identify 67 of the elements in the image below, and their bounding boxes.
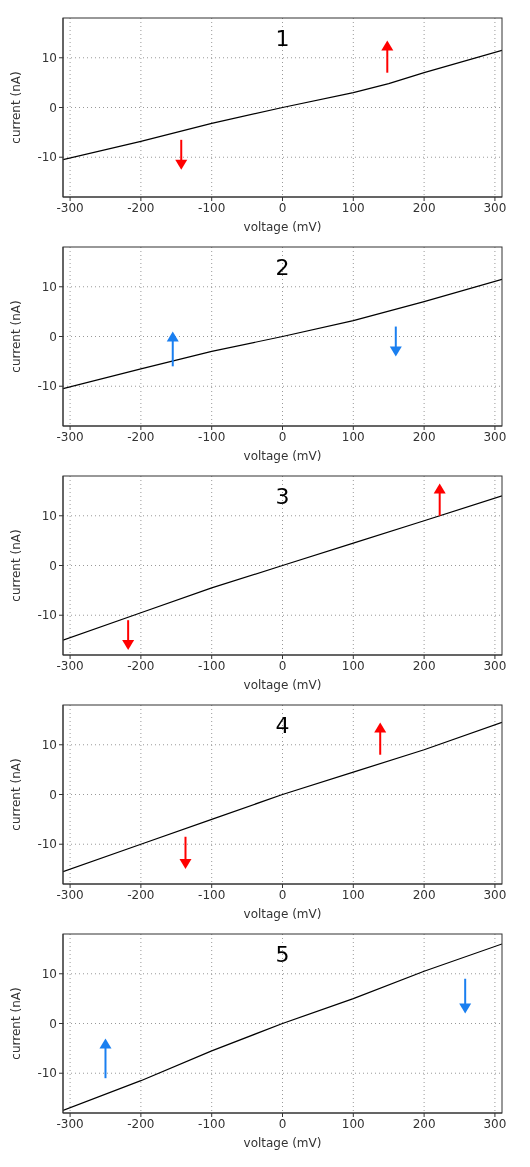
x-tick-label: 100 xyxy=(341,200,365,215)
x-tick-label: -100 xyxy=(198,1116,226,1131)
x-tick-label: -100 xyxy=(198,658,226,673)
x-axis-title: voltage (mV) xyxy=(243,1136,322,1150)
chart-title: 5 xyxy=(275,942,290,967)
x-tick-label: 0 xyxy=(278,1116,287,1131)
x-tick-label: 200 xyxy=(412,658,436,673)
y-tick-label: 10 xyxy=(41,738,57,753)
x-tick-label: -300 xyxy=(56,200,84,215)
x-tick-label: 300 xyxy=(483,887,507,902)
x-tick-label: -200 xyxy=(127,200,155,215)
x-tick-label: -100 xyxy=(198,200,226,215)
x-tick-label: 100 xyxy=(341,1116,365,1131)
y-tick-label: 0 xyxy=(49,100,57,115)
x-axis-title: voltage (mV) xyxy=(243,678,322,692)
y-axis-title: current (nA) xyxy=(9,71,24,144)
x-tick-label: -100 xyxy=(198,887,226,902)
y-tick-label: 10 xyxy=(41,280,57,295)
y-tick-label: 0 xyxy=(49,1016,57,1031)
y-tick-label: 0 xyxy=(49,329,57,344)
x-tick-label: 300 xyxy=(483,658,507,673)
x-tick-label: 0 xyxy=(278,887,287,902)
y-tick-label: -10 xyxy=(37,379,57,394)
y-axis-title: current (nA) xyxy=(9,529,24,602)
x-tick-label: -300 xyxy=(56,1116,84,1131)
y-axis-title: current (nA) xyxy=(9,987,24,1060)
x-axis-title: voltage (mV) xyxy=(243,220,322,234)
y-tick-label: 0 xyxy=(49,787,57,802)
x-tick-label: -300 xyxy=(56,887,84,902)
y-tick-label: -10 xyxy=(37,608,57,623)
x-tick-label: 300 xyxy=(483,200,507,215)
line-series xyxy=(63,278,502,390)
y-tick-label: -10 xyxy=(37,1066,57,1081)
chart-title: 2 xyxy=(275,255,290,280)
x-tick-label: 100 xyxy=(341,429,365,444)
x-tick-label: -200 xyxy=(127,887,155,902)
y-tick-label: 10 xyxy=(41,509,57,524)
x-tick-label: 0 xyxy=(278,200,287,215)
x-tick-label: 200 xyxy=(412,200,436,215)
x-axis-title: voltage (mV) xyxy=(243,449,322,463)
y-tick-label: 10 xyxy=(41,51,57,66)
x-tick-label: 300 xyxy=(483,429,507,444)
x-tick-label: -100 xyxy=(198,429,226,444)
y-tick-label: -10 xyxy=(37,837,57,852)
x-tick-label: 0 xyxy=(278,658,287,673)
x-tick-label: -200 xyxy=(127,1116,155,1131)
x-tick-label: 200 xyxy=(412,887,436,902)
y-tick-label: 0 xyxy=(49,558,57,573)
chart-title: 4 xyxy=(275,713,290,738)
x-tick-label: -300 xyxy=(56,658,84,673)
x-tick-label: 200 xyxy=(412,429,436,444)
x-tick-label: 100 xyxy=(341,658,365,673)
x-tick-label: -200 xyxy=(127,658,155,673)
chart-title: 3 xyxy=(275,484,290,509)
x-tick-label: -300 xyxy=(56,429,84,444)
x-axis-title: voltage (mV) xyxy=(243,907,322,921)
x-tick-label: 0 xyxy=(278,429,287,444)
y-axis-title: current (nA) xyxy=(9,300,24,373)
line-series xyxy=(63,49,502,161)
x-tick-label: -200 xyxy=(127,429,155,444)
y-tick-label: 10 xyxy=(41,967,57,982)
x-tick-label: 100 xyxy=(341,887,365,902)
x-tick-label: 300 xyxy=(483,1116,507,1131)
y-axis-title: current (nA) xyxy=(9,758,24,831)
x-tick-label: 200 xyxy=(412,1116,436,1131)
chart-title: 1 xyxy=(275,26,290,51)
y-tick-label: -10 xyxy=(37,150,57,165)
